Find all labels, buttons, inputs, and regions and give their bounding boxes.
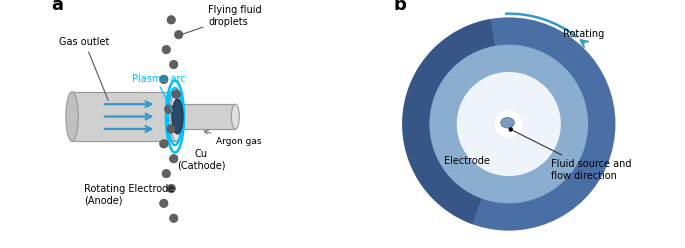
Circle shape xyxy=(167,125,175,133)
Text: Cu
(Cathode): Cu (Cathode) xyxy=(177,149,225,171)
Polygon shape xyxy=(174,112,175,121)
Text: Plasma arc: Plasma arc xyxy=(132,74,186,84)
Ellipse shape xyxy=(66,92,78,141)
Circle shape xyxy=(172,90,180,98)
Polygon shape xyxy=(402,19,495,224)
Text: Electrode: Electrode xyxy=(445,156,490,166)
Circle shape xyxy=(169,214,178,222)
Polygon shape xyxy=(181,104,236,129)
Circle shape xyxy=(167,184,175,193)
Ellipse shape xyxy=(172,99,183,134)
Circle shape xyxy=(495,110,523,138)
Text: Fluid source and
flow direction: Fluid source and flow direction xyxy=(513,131,632,181)
Circle shape xyxy=(457,72,561,176)
Circle shape xyxy=(169,60,178,69)
Ellipse shape xyxy=(232,104,239,129)
Ellipse shape xyxy=(501,118,514,128)
Circle shape xyxy=(402,17,615,231)
Circle shape xyxy=(164,105,173,113)
Text: Argon gas: Argon gas xyxy=(204,130,262,146)
Circle shape xyxy=(162,45,171,54)
Text: Gas outlet: Gas outlet xyxy=(60,37,110,100)
Circle shape xyxy=(160,75,168,84)
Polygon shape xyxy=(72,92,176,141)
Text: Rotating: Rotating xyxy=(563,29,605,39)
Circle shape xyxy=(167,16,175,24)
Circle shape xyxy=(160,199,168,208)
Circle shape xyxy=(508,127,513,132)
Circle shape xyxy=(175,31,183,39)
Circle shape xyxy=(160,140,168,148)
Text: Flying fluid
droplets: Flying fluid droplets xyxy=(176,5,262,36)
Text: Rotating Electrode
(Anode): Rotating Electrode (Anode) xyxy=(84,184,175,205)
Circle shape xyxy=(169,155,178,163)
Ellipse shape xyxy=(170,92,182,141)
Text: a: a xyxy=(51,0,63,14)
Text: b: b xyxy=(393,0,406,14)
Circle shape xyxy=(162,169,171,178)
Circle shape xyxy=(429,45,588,203)
